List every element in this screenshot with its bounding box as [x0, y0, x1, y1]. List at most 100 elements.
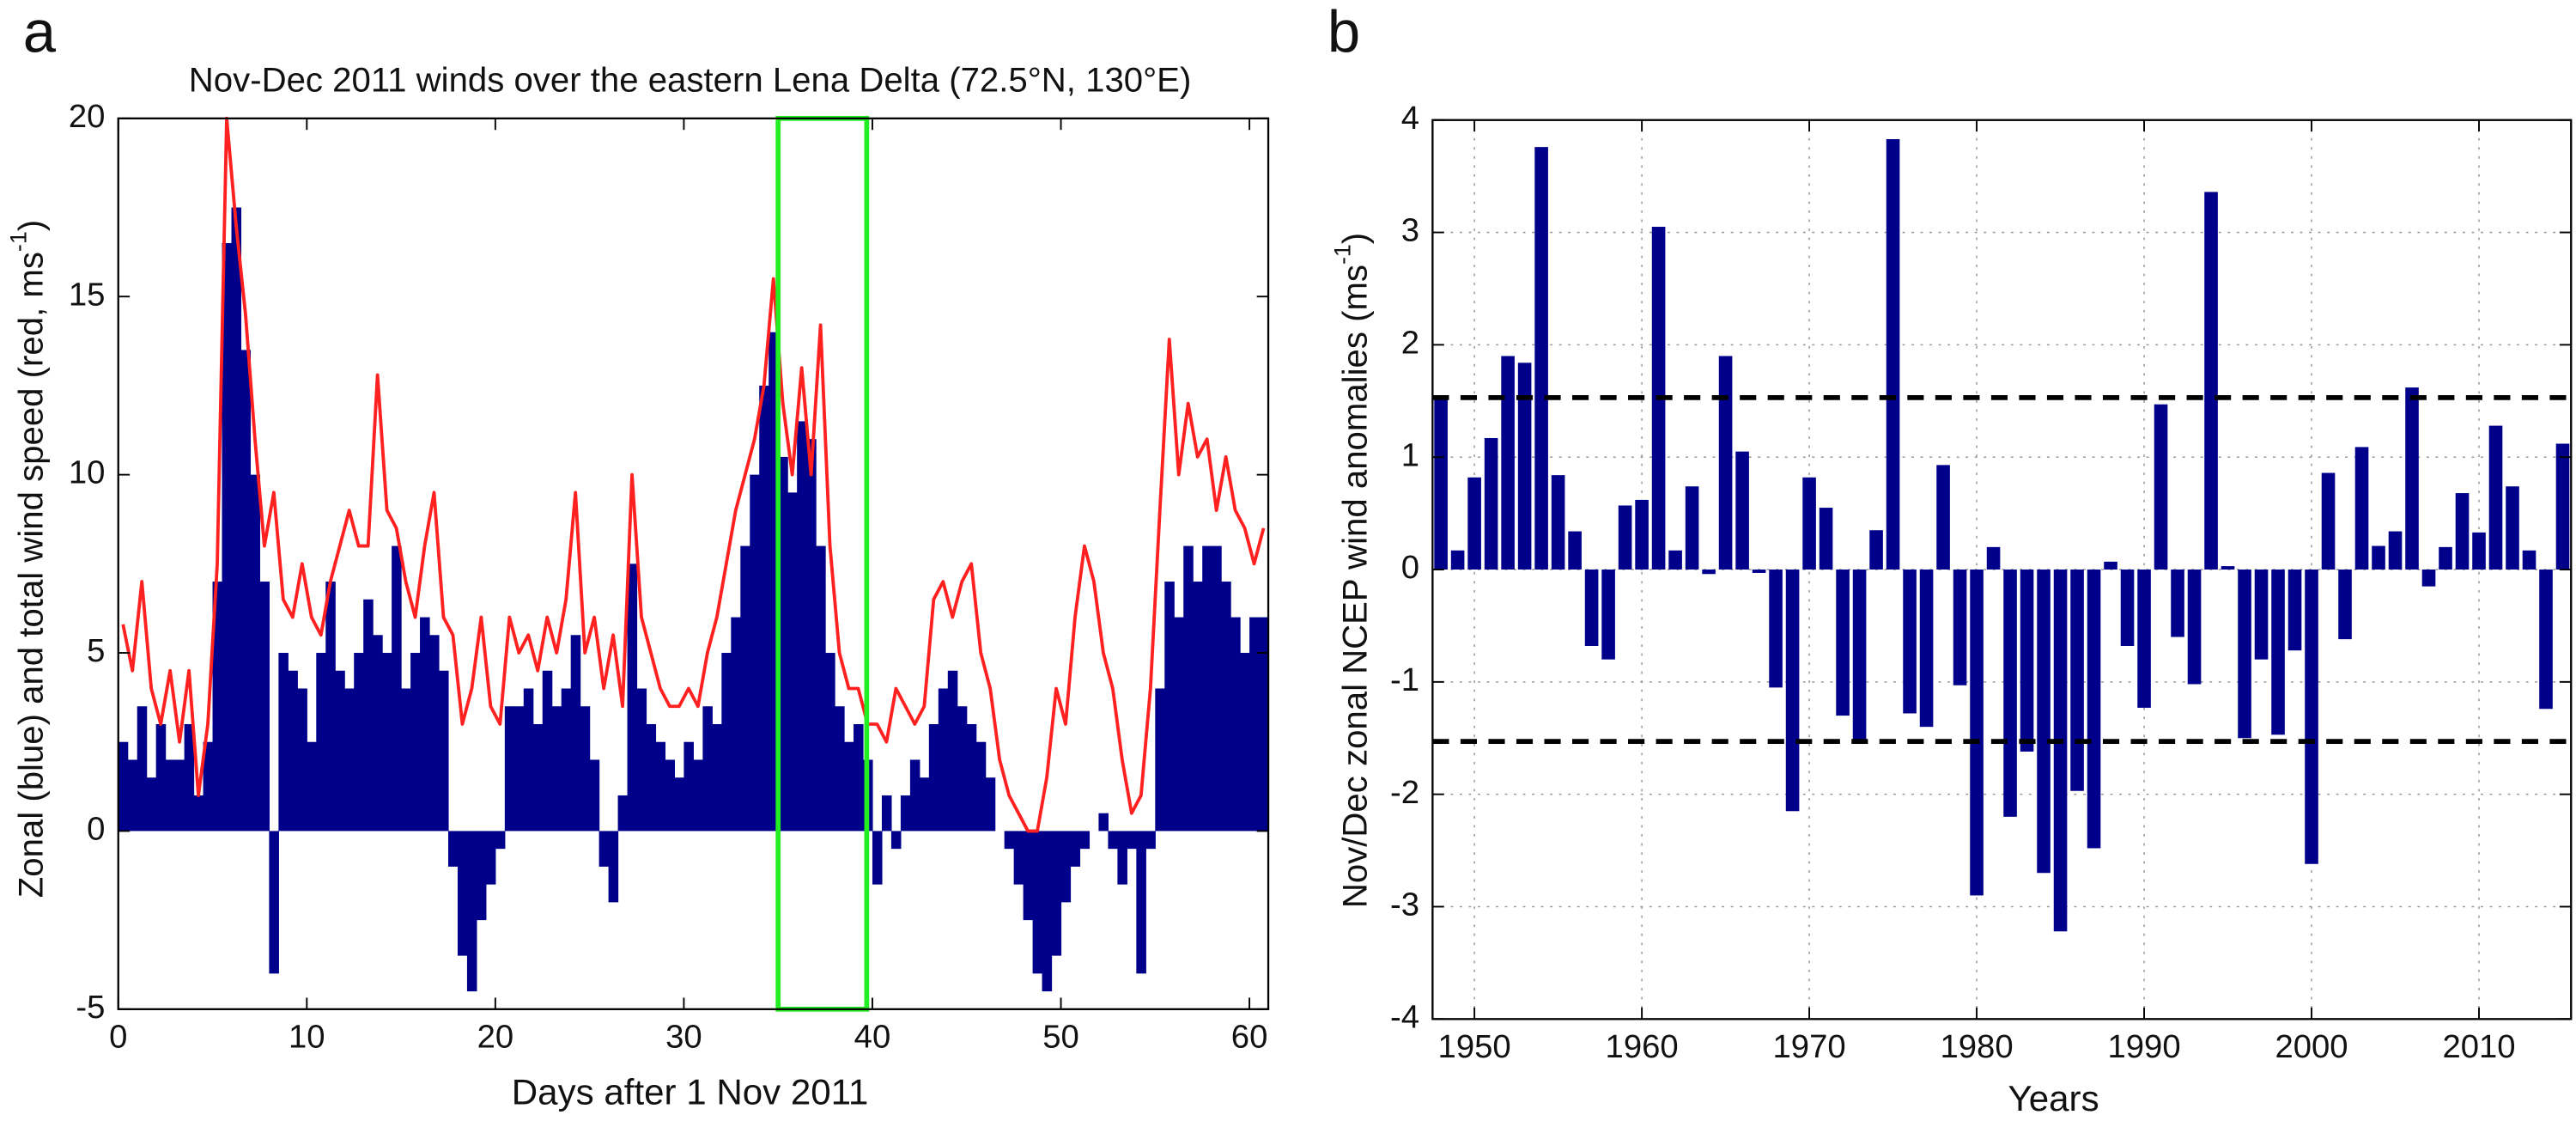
bar: [193, 795, 204, 832]
bar: [2154, 404, 2168, 570]
bar: [2104, 561, 2117, 570]
bar: [250, 474, 260, 832]
x-tick-label: 2000: [2275, 1028, 2348, 1065]
bar: [750, 474, 760, 832]
x-tick-label: 1960: [1606, 1028, 1679, 1065]
x-axis-label: Years: [2008, 1078, 2099, 1118]
bar: [1936, 465, 1950, 570]
bar: [2221, 566, 2235, 570]
bar: [1230, 617, 1241, 832]
bar: [1517, 362, 1532, 570]
bar: [1467, 477, 1481, 570]
bar: [1668, 550, 1682, 570]
bar: [787, 492, 798, 832]
y-axis-label: Nov/Dec zonal NCEP wind anomalies (ms-1): [1329, 233, 1374, 908]
bar: [985, 777, 996, 832]
bar: [278, 653, 289, 832]
bar: [2522, 550, 2537, 570]
y-tick-label: 10: [69, 454, 106, 491]
bar: [2321, 472, 2336, 570]
bar: [354, 653, 364, 832]
bar: [485, 831, 496, 885]
bar: [1802, 477, 1816, 570]
bar: [1060, 831, 1072, 903]
bar: [589, 759, 600, 832]
bar: [288, 670, 298, 832]
bar: [655, 741, 666, 832]
bar: [1193, 582, 1203, 832]
bar: [693, 759, 703, 832]
x-tick-label: 40: [854, 1018, 891, 1055]
bar: [212, 582, 223, 832]
bar: [1032, 831, 1043, 974]
bar: [2305, 570, 2318, 864]
bar: [2171, 570, 2184, 637]
bar: [2555, 443, 2570, 570]
bar: [420, 617, 430, 832]
bar: [1986, 546, 2001, 570]
x-tick-label: 2010: [2442, 1028, 2515, 1065]
bar: [504, 706, 515, 832]
bar: [297, 688, 307, 832]
bar: [617, 795, 629, 832]
bar: [1903, 570, 1917, 714]
bar: [2137, 570, 2151, 708]
bar: [1221, 582, 1231, 832]
bar: [2506, 486, 2519, 570]
y-axis-label-part: Nov/Dec zonal NCEP wind anomalies (ms: [1335, 265, 1374, 908]
bar: [513, 706, 525, 832]
bar: [1155, 688, 1165, 832]
bar: [1164, 582, 1175, 832]
bar: [769, 332, 779, 832]
bar: [665, 759, 676, 832]
x-tick-label: 30: [665, 1018, 702, 1055]
y-axis-label-part: Zonal (blue) and total wind speed (red, …: [11, 252, 50, 898]
y-axis-label-part: -1: [1329, 244, 1355, 265]
y-tick-label: 1: [1401, 436, 1419, 473]
bar: [1551, 475, 1565, 570]
bar: [1869, 530, 1883, 570]
bar: [373, 635, 383, 832]
bar: [344, 688, 355, 832]
y-axis-label-part: ): [11, 220, 50, 231]
bar: [2439, 546, 2452, 570]
bar: [1240, 653, 1250, 832]
bar: [740, 545, 750, 832]
bar: [137, 706, 148, 832]
bar: [1718, 356, 1733, 570]
bar: [1735, 451, 1749, 570]
bar: [551, 706, 562, 832]
y-axis-label: Zonal (blue) and total wind speed (red, …: [5, 220, 50, 898]
bar: [1685, 486, 1699, 570]
bar: [325, 582, 336, 832]
bar: [1534, 147, 1548, 570]
bar: [1836, 570, 1850, 716]
y-tick-label: 4: [1401, 100, 1419, 137]
chart-title: Nov-Dec 2011 winds over the eastern Lena…: [189, 60, 1192, 99]
bar: [269, 831, 279, 974]
bar: [1953, 570, 1967, 685]
x-tick-label: 1990: [2108, 1028, 2181, 1065]
panel-label: b: [1327, 0, 1360, 64]
bar: [1501, 356, 1515, 570]
bar: [2037, 570, 2050, 874]
bar: [721, 653, 732, 832]
bar: [1127, 831, 1137, 850]
bar: [2254, 570, 2269, 660]
bar: [382, 653, 392, 832]
bar: [146, 777, 157, 832]
bar: [1601, 570, 1615, 660]
bar: [118, 741, 129, 832]
bar: [957, 706, 968, 832]
bar: [835, 706, 845, 832]
bar: [2388, 531, 2403, 570]
bar: [636, 688, 647, 832]
bar: [1070, 831, 1081, 867]
bar: [447, 831, 459, 867]
y-axis-label-part: ): [1335, 233, 1374, 244]
bar: [975, 741, 987, 832]
y-tick-label: -1: [1390, 661, 1419, 698]
bar: [184, 723, 195, 832]
bar: [2070, 570, 2084, 791]
bar: [1079, 831, 1091, 850]
